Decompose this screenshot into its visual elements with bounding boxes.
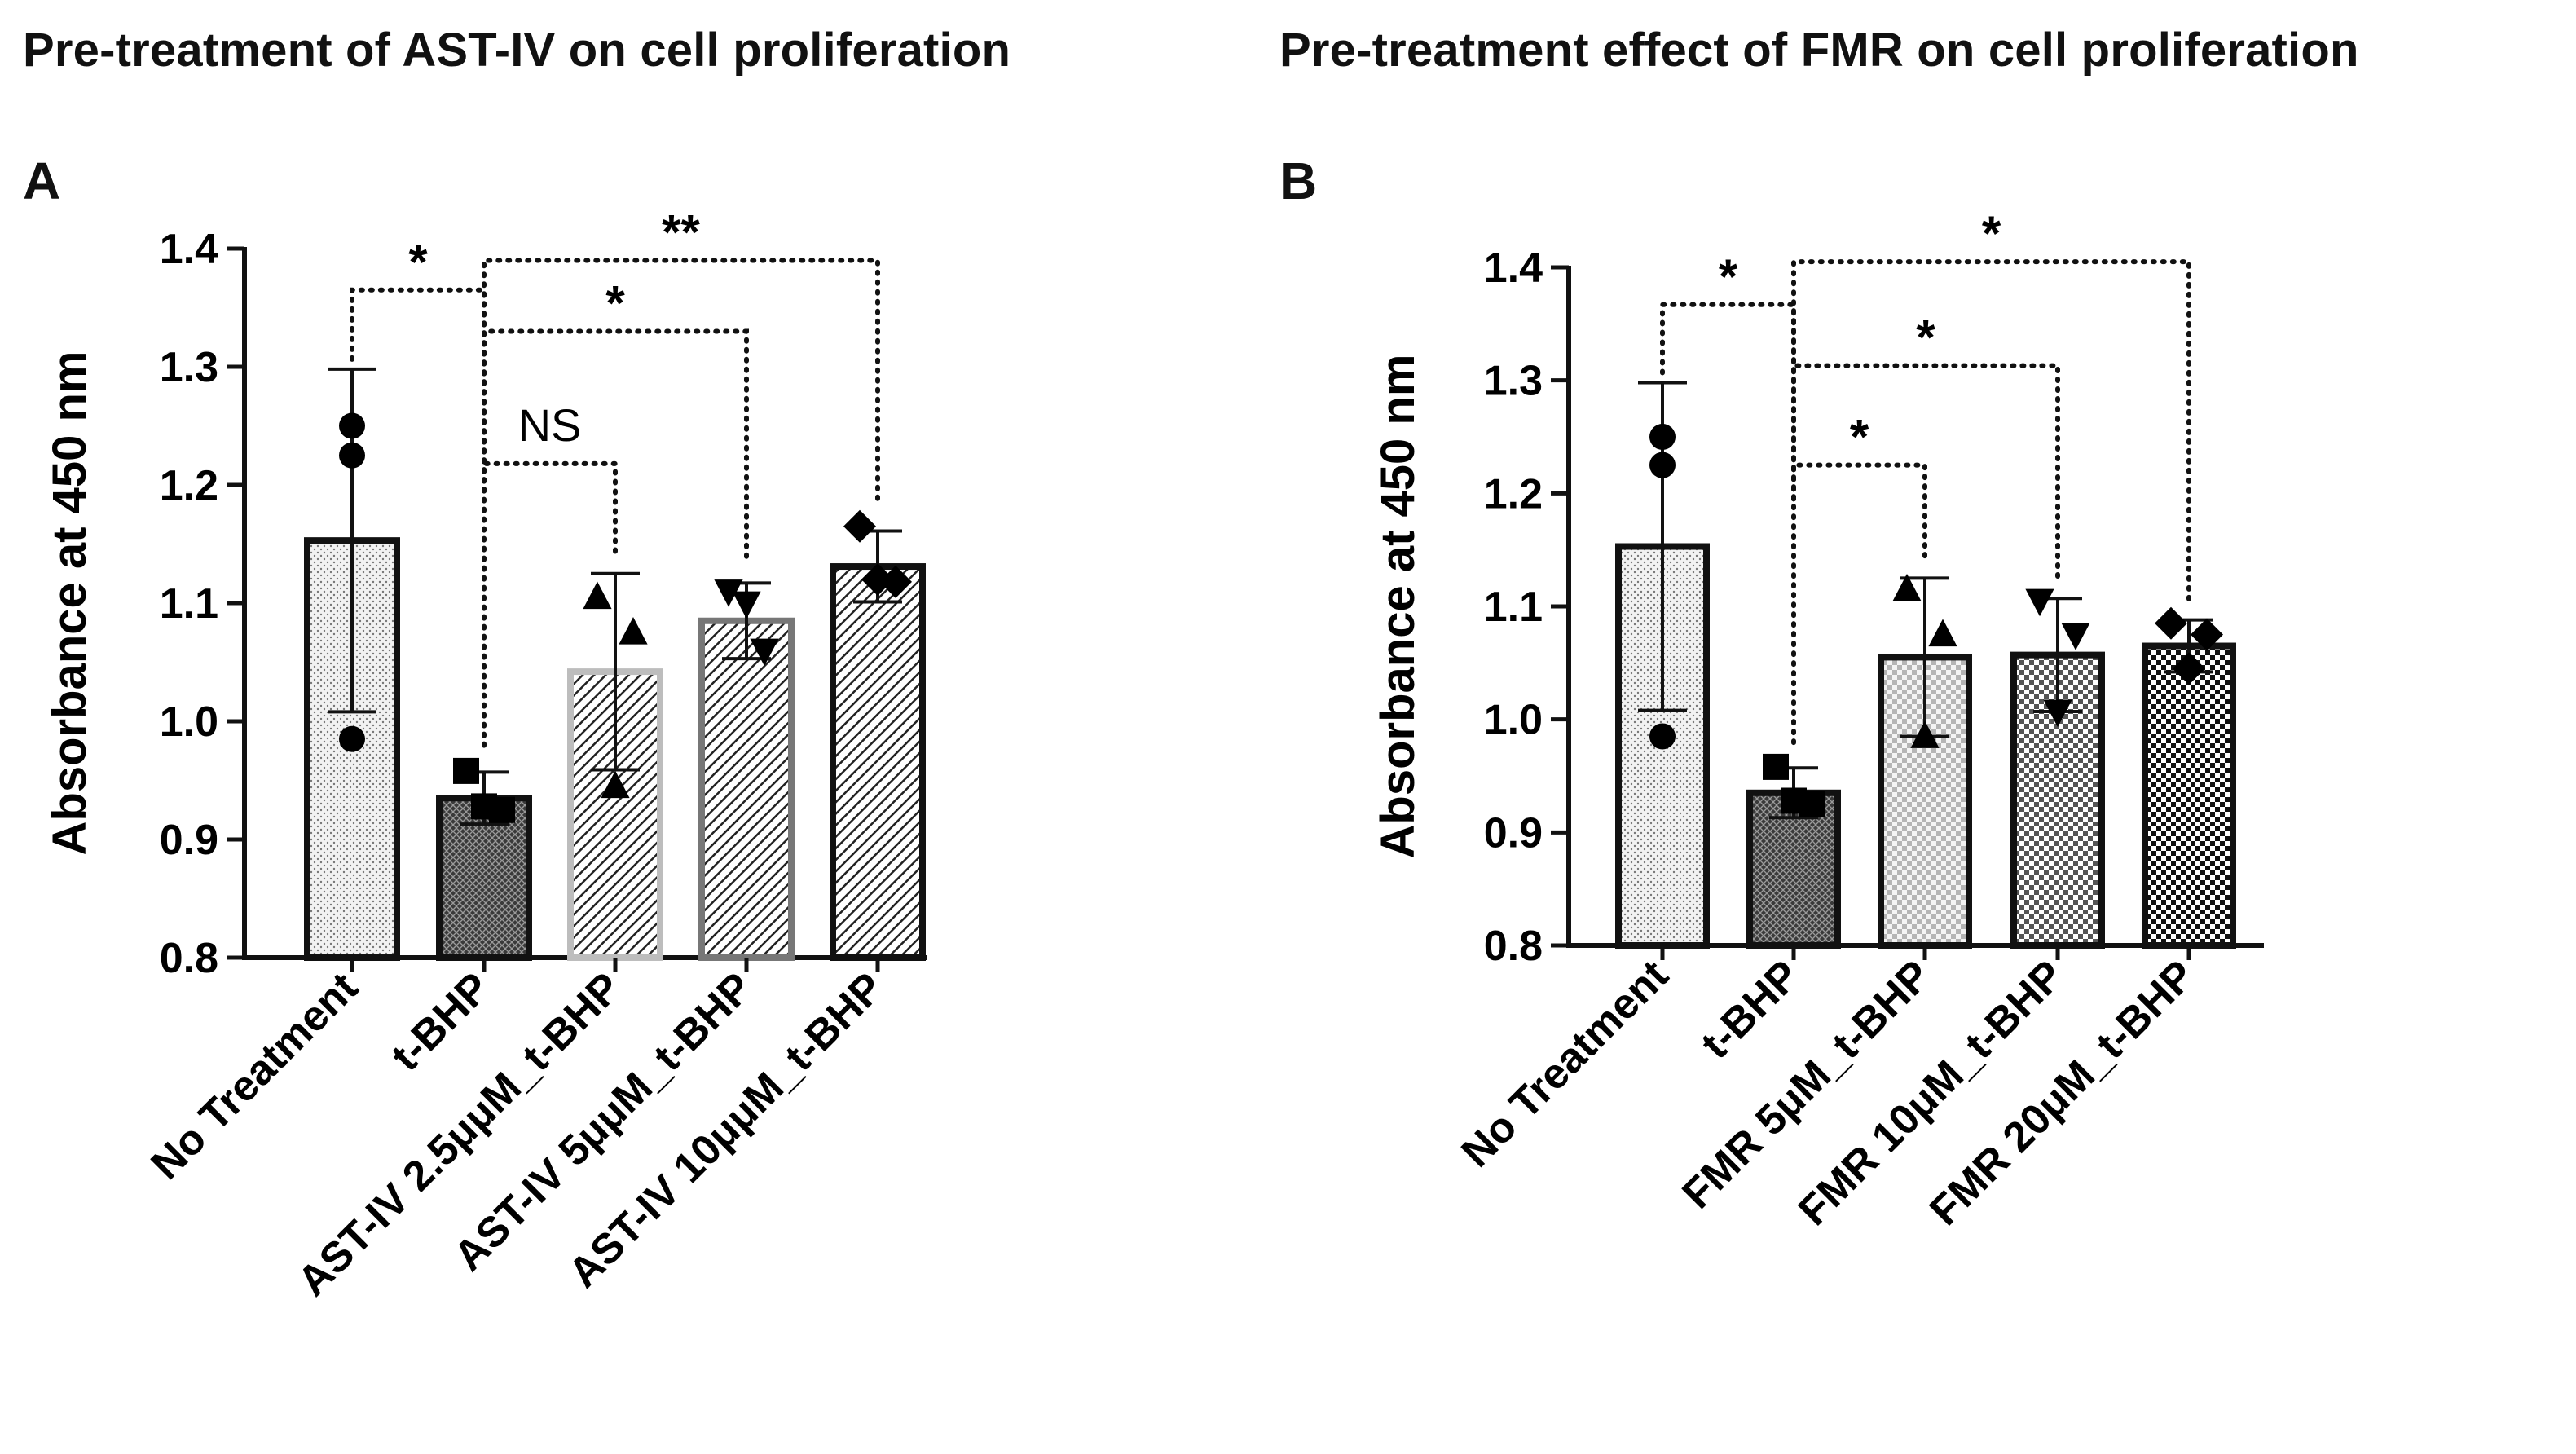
data-point-triangle-down [2043, 699, 2072, 728]
significance-label: * [408, 235, 428, 289]
data-point-diamond [2155, 606, 2187, 640]
y-tick-label: 0.8 [1484, 923, 1543, 970]
data-point-circle [339, 725, 365, 752]
significance-label: ** [662, 205, 700, 260]
significance-label: * [605, 276, 625, 331]
panel-b-letter: B [1279, 152, 1318, 210]
significance-bracket: * [482, 276, 749, 566]
y-tick-label: 1.2 [160, 462, 218, 509]
significance-bracket: * [1791, 311, 2060, 582]
data-point-square [1781, 787, 1807, 814]
data-point-square [471, 793, 497, 820]
significance-bracket: * [1791, 206, 2191, 603]
bracket-line [1660, 302, 1796, 750]
data-point-triangle-down [750, 638, 779, 667]
bar-group [1615, 381, 1710, 949]
x-tick-label: FMR 5μM_t-BHP [1673, 951, 1940, 1218]
bracket-line [350, 287, 487, 754]
bar-group [304, 367, 400, 962]
y-tick-label: 1.2 [1484, 470, 1543, 518]
data-point-diamond [2191, 618, 2223, 651]
bracket-line [1791, 462, 1927, 562]
significance-bracket: * [1791, 410, 1927, 562]
significance-label: * [1916, 311, 1935, 365]
data-point-triangle-up [1892, 574, 1922, 601]
bar-group [1878, 574, 1972, 950]
bar-group [2010, 588, 2105, 949]
data-point-circle [1649, 424, 1676, 450]
y-tick-label: 0.9 [1484, 809, 1543, 857]
panel-a-title: Pre-treatment of AST-IV on cell prolifer… [23, 24, 1011, 77]
significance-bracket: * [350, 235, 487, 754]
bracket-line [1791, 363, 2060, 582]
data-point-square [453, 757, 479, 784]
x-tick-label: t-BHP [1692, 951, 1808, 1068]
panel-a-letter: A [23, 152, 61, 210]
data-point-triangle-up [601, 770, 630, 799]
x-tick-label: No Treatment [1453, 951, 1678, 1176]
data-point-triangle-up [619, 617, 648, 645]
data-point-triangle-up [583, 581, 612, 610]
y-tick-label: 1.1 [1484, 584, 1543, 631]
y-tick-label: 1.0 [1484, 697, 1543, 744]
bar-group [830, 509, 926, 961]
bar-group [567, 571, 663, 961]
y-tick-label: 0.9 [160, 817, 218, 864]
bar-group [2142, 606, 2236, 949]
y-tick-label: 1.0 [160, 698, 218, 746]
data-point-triangle-up [1928, 619, 1957, 647]
bar [1878, 654, 1972, 950]
data-point-circle [339, 442, 365, 469]
significance-label: NS [518, 399, 582, 451]
bracket-line [482, 460, 618, 557]
data-point-square [1763, 753, 1789, 780]
data-point-diamond [2173, 652, 2205, 685]
y-axis-label: Absorbance at 450 nm [43, 351, 96, 856]
data-point-circle [339, 412, 365, 439]
significance-label: * [1719, 249, 1738, 304]
significance-bracket: * [1660, 249, 1796, 750]
significance-label: * [1982, 206, 2001, 261]
data-point-triangle-up [1910, 720, 1940, 748]
bar [2142, 642, 2236, 949]
data-point-diamond [843, 509, 876, 543]
data-point-triangle-down [2061, 623, 2090, 650]
y-tick-label: 1.1 [160, 580, 218, 628]
bracket-line [482, 328, 749, 566]
panel-b-title: Pre-treatment effect of FMR on cell prol… [1279, 24, 2359, 77]
y-tick-label: 1.3 [1484, 358, 1543, 405]
y-axis-label: Absorbance at 450 nm [1372, 355, 1425, 859]
data-point-triangle-down [714, 579, 743, 607]
y-tick-label: 0.8 [160, 935, 218, 982]
data-point-triangle-down [2025, 588, 2054, 617]
data-point-circle [1649, 723, 1676, 750]
bar-group [1746, 753, 1841, 949]
significance-label: * [1850, 410, 1869, 465]
data-point-diamond [861, 563, 894, 596]
data-point-circle [1649, 452, 1676, 478]
data-point-triangle-down [732, 591, 761, 619]
y-tick-label: 1.3 [160, 344, 218, 391]
y-tick-label: 1.4 [1484, 245, 1543, 292]
y-tick-label: 1.4 [160, 226, 218, 273]
significance-bracket: NS [482, 399, 618, 557]
